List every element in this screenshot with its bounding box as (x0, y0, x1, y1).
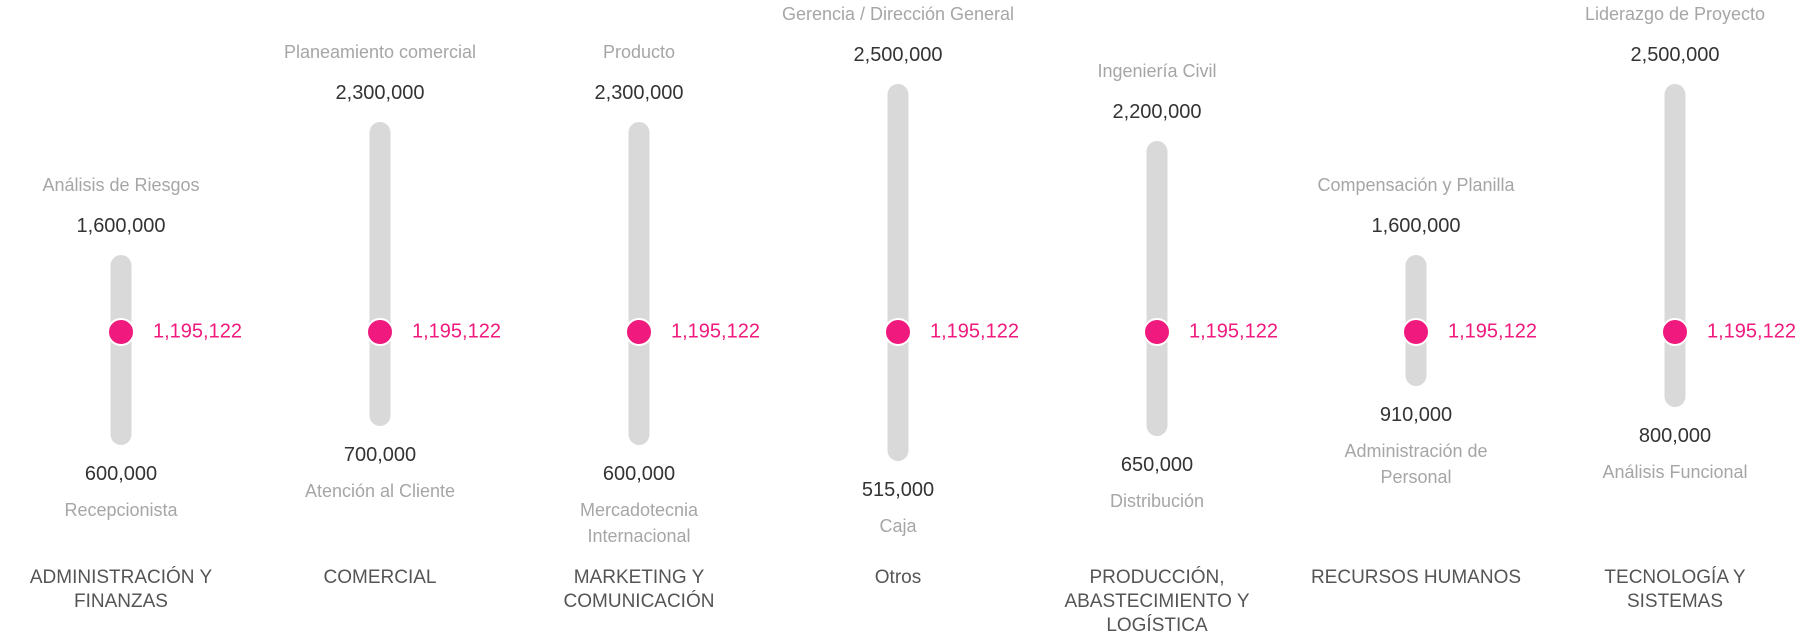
min-role: Recepcionista (64, 500, 178, 521)
max-role: Compensación y Planilla (1317, 175, 1515, 196)
range-bar (110, 255, 132, 446)
max-role: Liderazgo de Proyecto (1584, 4, 1766, 25)
max-value: 2,300,000 (335, 82, 425, 105)
current-marker (625, 318, 653, 346)
current-marker (1402, 318, 1430, 346)
min-value: 650,000 (1120, 453, 1194, 476)
min-role: Administración de Personal (1344, 441, 1488, 488)
current-marker (107, 318, 135, 346)
range-bar (1664, 84, 1686, 408)
current-value: 1,195,122 (671, 320, 760, 343)
min-role: Mercadotecnia Internacional (579, 500, 699, 547)
max-role: Análisis de Riesgos (42, 175, 200, 196)
min-value: 600,000 (602, 463, 676, 486)
min-role: Caja (879, 516, 917, 537)
category: Otros (874, 567, 922, 588)
min-value: 515,000 (861, 479, 935, 502)
max-value: 2,500,000 (853, 44, 943, 67)
category: TECNOLOGÍA Y SISTEMAS (1604, 567, 1746, 612)
range-bar (628, 122, 650, 446)
max-value: 1,600,000 (1371, 215, 1461, 238)
min-value: 700,000 (343, 444, 417, 467)
range-bar (887, 84, 909, 462)
current-value: 1,195,122 (1707, 320, 1796, 343)
max-value: 2,200,000 (1112, 101, 1202, 124)
category: ADMINISTRACIÓN Y FINANZAS (29, 567, 213, 612)
current-value: 1,195,122 (412, 320, 501, 343)
min-value: 800,000 (1638, 425, 1712, 448)
min-role: Análisis Funcional (1602, 462, 1748, 483)
max-value: 2,500,000 (1630, 44, 1720, 67)
category: COMERCIAL (323, 567, 437, 588)
max-role: Ingeniería Civil (1097, 61, 1217, 82)
category: PRODUCCIÓN, ABASTECIMIENTO Y LOGÍSTICA (1064, 567, 1250, 636)
min-role: Distribución (1109, 490, 1205, 511)
current-marker (884, 318, 912, 346)
min-value: 910,000 (1379, 404, 1453, 427)
current-marker (1661, 318, 1689, 346)
current-value: 1,195,122 (1189, 320, 1278, 343)
category: RECURSOS HUMANOS (1310, 567, 1522, 588)
min-value: 600,000 (84, 463, 158, 486)
min-role: Atención al Cliente (304, 481, 456, 502)
range-bar (369, 122, 391, 427)
current-value: 1,195,122 (930, 320, 1019, 343)
current-value: 1,195,122 (153, 320, 242, 343)
current-marker (366, 318, 394, 346)
max-role: Gerencia / Dirección General (781, 4, 1015, 25)
category: MARKETING Y COMUNICACIÓN (563, 567, 715, 612)
max-role: Producto (602, 42, 676, 63)
max-role: Planeamiento comercial (283, 42, 477, 63)
range-bar (1146, 141, 1168, 436)
max-value: 2,300,000 (594, 82, 684, 105)
max-value: 1,600,000 (76, 215, 166, 238)
current-marker (1143, 318, 1171, 346)
current-value: 1,195,122 (1448, 320, 1537, 343)
